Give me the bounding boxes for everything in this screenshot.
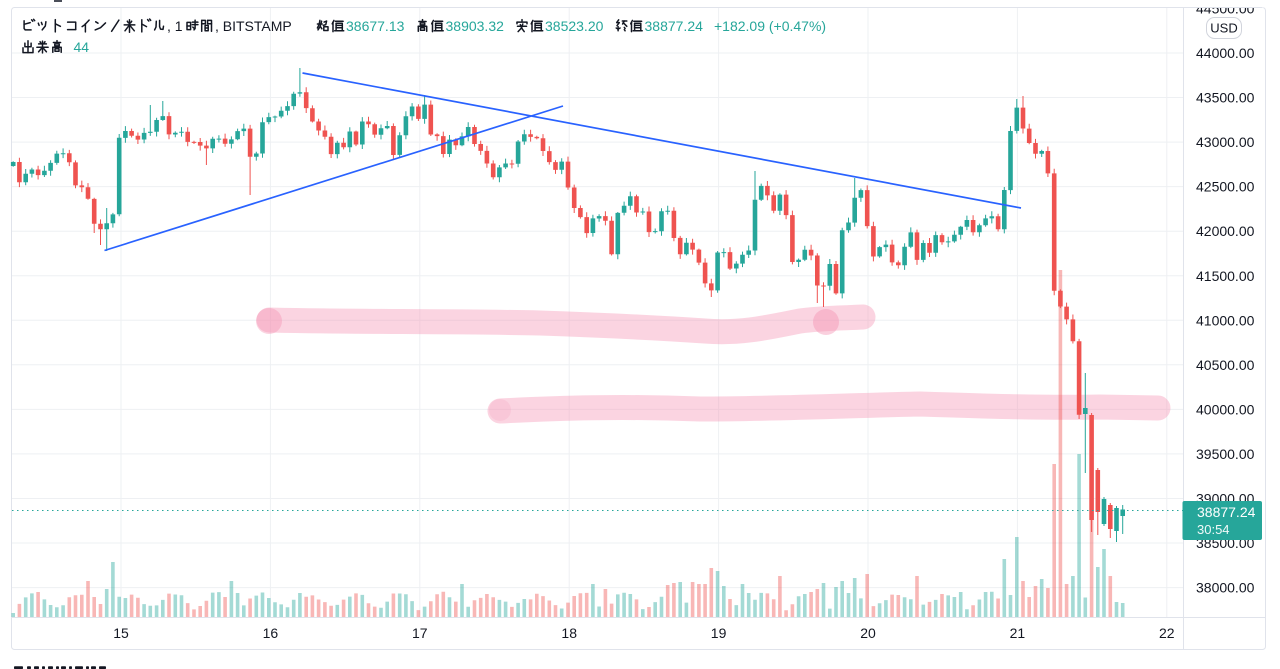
svg-text:40500.00: 40500.00: [1196, 357, 1255, 373]
svg-text:42500.00: 42500.00: [1196, 179, 1255, 195]
svg-text:16: 16: [263, 625, 279, 641]
svg-text:18: 18: [561, 625, 577, 641]
svg-text:, BITSTAMP: , BITSTAMP: [215, 18, 292, 34]
svg-text:21: 21: [1010, 625, 1026, 641]
svg-text:30:54: 30:54: [1197, 522, 1230, 537]
svg-text:41500.00: 41500.00: [1196, 268, 1255, 284]
svg-text:40000.00: 40000.00: [1196, 401, 1255, 417]
svg-text:20: 20: [860, 625, 876, 641]
svg-text:17: 17: [412, 625, 428, 641]
svg-text:44: 44: [74, 39, 90, 55]
svg-text:38523.20: 38523.20: [545, 18, 604, 34]
svg-text:39500.00: 39500.00: [1196, 446, 1255, 462]
svg-text:38903.32: 38903.32: [446, 18, 505, 34]
svg-text:43000.00: 43000.00: [1196, 134, 1255, 150]
svg-text:, 1: , 1: [167, 18, 183, 34]
svg-text:38000.00: 38000.00: [1196, 580, 1255, 596]
svg-text:19: 19: [711, 625, 727, 641]
svg-text:15: 15: [113, 625, 129, 641]
svg-text:USD: USD: [1210, 21, 1237, 36]
svg-text:44000.00: 44000.00: [1196, 45, 1255, 61]
svg-text:42000.00: 42000.00: [1196, 223, 1255, 239]
svg-text:+182.09 (+0.47%): +182.09 (+0.47%): [714, 18, 826, 34]
svg-text:38877.24: 38877.24: [645, 18, 704, 34]
svg-text:38677.13: 38677.13: [346, 18, 405, 34]
svg-text:22: 22: [1159, 625, 1175, 641]
svg-text:41000.00: 41000.00: [1196, 312, 1255, 328]
svg-text:38877.24: 38877.24: [1197, 504, 1256, 520]
svg-text:43500.00: 43500.00: [1196, 90, 1255, 106]
